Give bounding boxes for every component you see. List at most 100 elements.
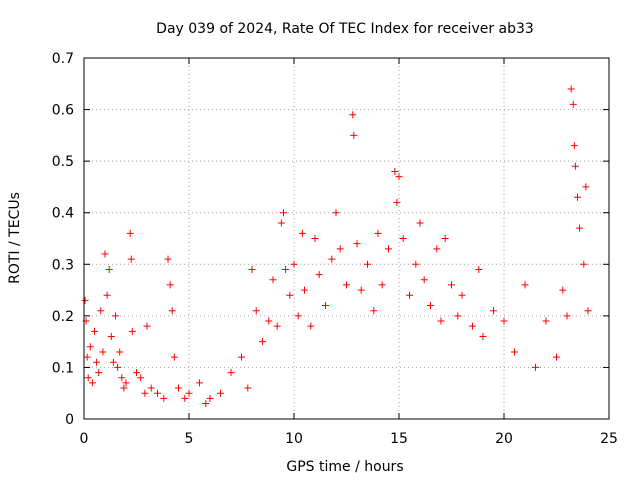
data-point xyxy=(553,353,560,361)
data-point xyxy=(584,307,592,315)
data-point xyxy=(469,322,476,330)
data-point xyxy=(141,389,149,397)
data-point xyxy=(86,343,94,351)
data-point xyxy=(406,291,413,299)
data-point xyxy=(112,312,119,320)
data-point xyxy=(307,322,315,330)
data-point xyxy=(101,250,109,258)
data-point xyxy=(511,348,518,356)
data-point xyxy=(97,307,105,315)
data-point xyxy=(202,400,210,408)
data-point xyxy=(378,281,386,289)
data-point xyxy=(433,245,441,253)
data-point xyxy=(122,379,130,387)
data-point xyxy=(137,374,145,382)
axis-ticks xyxy=(83,57,610,420)
data-point xyxy=(280,209,287,217)
data-point xyxy=(328,255,336,263)
data-point xyxy=(160,394,168,402)
data-point xyxy=(147,384,155,392)
data-point xyxy=(322,302,329,310)
x-tick-label: 0 xyxy=(80,431,89,447)
data-point xyxy=(269,276,277,284)
data-point xyxy=(120,384,128,392)
data-point xyxy=(286,291,294,299)
y-axis-label: ROTI / TECUs xyxy=(7,192,23,284)
plot-frame xyxy=(83,57,610,420)
tick-labels: 0 5 10 15 20 25 0 0.1 0.2 0.3 0.4 0.5 0.6 0.7 xyxy=(52,51,618,447)
data-point xyxy=(114,363,122,371)
data-point xyxy=(105,265,113,273)
data-point xyxy=(116,348,124,356)
data-point xyxy=(273,322,281,330)
data-point xyxy=(437,317,445,325)
data-point xyxy=(353,240,361,248)
data-point xyxy=(282,265,290,273)
data-point xyxy=(582,183,590,191)
x-tick-label: 5 xyxy=(185,431,194,447)
y-tick-label: 0.7 xyxy=(52,51,74,67)
data-point xyxy=(500,317,508,325)
data-point xyxy=(569,100,577,108)
data-point xyxy=(103,291,111,299)
data-point xyxy=(181,394,189,402)
data-point xyxy=(441,235,449,242)
data-point xyxy=(301,286,308,294)
data-point xyxy=(84,374,92,382)
data-point xyxy=(170,353,178,361)
data-point xyxy=(294,312,302,320)
data-point xyxy=(185,389,193,397)
data-point xyxy=(571,162,579,170)
data-point xyxy=(391,167,399,175)
data-point xyxy=(238,353,245,361)
data-point xyxy=(350,131,358,139)
data-point xyxy=(93,358,101,366)
x-axis-label: GPS time / hours xyxy=(286,459,403,475)
data-point xyxy=(521,281,529,289)
data-point xyxy=(448,281,455,289)
data-point xyxy=(542,317,550,325)
data-point xyxy=(563,312,571,320)
data-point xyxy=(81,296,89,304)
y-tick-label: 0.2 xyxy=(52,309,74,325)
data-point xyxy=(576,224,584,232)
data-point xyxy=(128,327,136,335)
data-point xyxy=(532,363,539,371)
data-point xyxy=(265,317,273,325)
data-point xyxy=(315,271,323,279)
y-tick-label: 0.5 xyxy=(52,154,74,170)
data-point xyxy=(374,229,382,237)
data-point xyxy=(475,265,483,273)
data-point xyxy=(95,369,103,377)
data-point xyxy=(118,374,126,382)
chart-title: Day 039 of 2024, Rate Of TEC Index for r… xyxy=(156,21,534,37)
data-point xyxy=(458,291,466,299)
data-point xyxy=(126,229,134,237)
grid-lines xyxy=(84,58,609,419)
data-point xyxy=(298,229,306,237)
data-point xyxy=(166,281,174,289)
data-point xyxy=(574,193,581,201)
data-point xyxy=(259,338,266,346)
data-point xyxy=(88,379,96,387)
data-point xyxy=(332,209,340,217)
x-tick-label: 25 xyxy=(600,431,618,447)
data-point xyxy=(206,394,214,402)
x-tick-label: 20 xyxy=(495,431,513,447)
data-point xyxy=(244,384,252,392)
data-point xyxy=(385,245,392,253)
data-point xyxy=(343,281,350,289)
data-points xyxy=(81,85,592,408)
y-tick-label: 0.6 xyxy=(52,103,74,119)
data-point xyxy=(559,286,567,294)
data-point xyxy=(490,307,497,315)
data-point xyxy=(311,235,319,242)
data-point xyxy=(227,369,235,377)
data-point xyxy=(168,307,176,315)
data-point xyxy=(427,302,434,310)
data-point xyxy=(252,307,260,315)
data-point xyxy=(127,255,135,263)
data-point xyxy=(99,348,107,356)
data-point xyxy=(277,219,285,227)
